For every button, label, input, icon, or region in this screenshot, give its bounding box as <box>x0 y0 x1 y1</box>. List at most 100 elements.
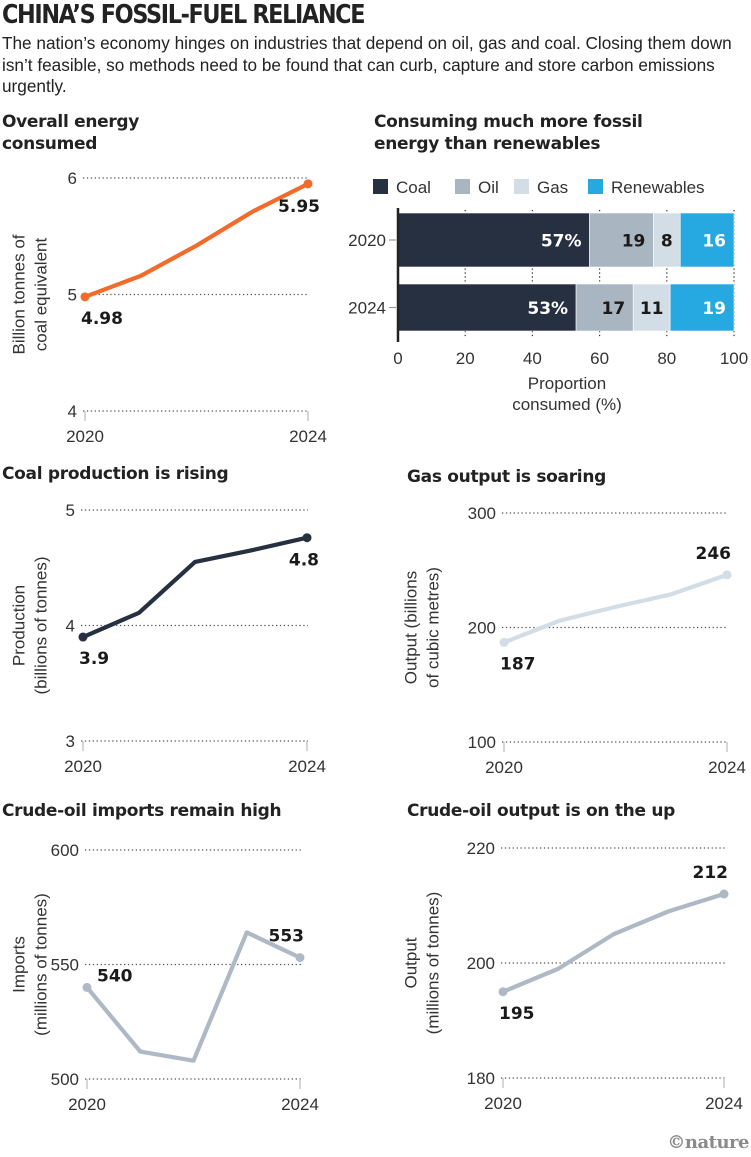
crude-point <box>498 987 508 997</box>
mix-xtick-label: 0 <box>393 349 402 368</box>
gas-xtick-label: 2020 <box>485 758 523 777</box>
imports-ytick-label: 600 <box>51 841 79 860</box>
bar-renewables-2020 <box>679 212 735 268</box>
legend-label-coal: Coal <box>396 178 431 197</box>
imports-xtick-label: 2020 <box>68 1095 106 1114</box>
coal-ytick-label: 5 <box>66 501 75 520</box>
legend-swatch-gas <box>514 179 529 194</box>
coal-ylabel: Production <box>9 585 28 666</box>
crude-xtick-label: 2020 <box>484 1094 522 1113</box>
coal-xtick-label: 2024 <box>288 757 326 776</box>
bar-renewables-2024 <box>669 283 735 332</box>
energy-ytick-label: 4 <box>68 402 77 421</box>
crude-ytick-label: 180 <box>467 1069 495 1088</box>
mix-xtick-label: 100 <box>720 349 748 368</box>
gas-ylabel: of cubic metres) <box>423 567 442 688</box>
mix-chart-title: Consuming much more fossil energy than r… <box>374 112 643 154</box>
imports-chart-title: Crude-oil imports remain high <box>2 801 282 821</box>
bar-value-label: 17 <box>602 299 626 319</box>
energy-xtick-label: 2020 <box>66 427 104 446</box>
crude-series-line <box>500 891 727 994</box>
energy-end-value-label: 5.95 <box>278 197 320 217</box>
imports-xtick-label: 2024 <box>281 1095 319 1114</box>
gas-ytick-label: 100 <box>468 733 496 752</box>
energy-series-line <box>82 181 311 299</box>
imports-start-value-label: 540 <box>97 966 133 986</box>
energy-point <box>80 292 90 302</box>
mix-xtick-label: 40 <box>523 349 542 368</box>
energy-xtick-label: 2024 <box>289 427 327 446</box>
crude-ytick-label: 220 <box>467 839 495 858</box>
crude-point <box>719 889 729 899</box>
gas-start-value-label: 187 <box>500 654 536 674</box>
gas-point <box>499 637 509 647</box>
legend-swatch-coal <box>373 179 388 194</box>
energy-ylabel: Billion tonnes of <box>9 234 28 354</box>
crude-end-value-label: 212 <box>693 863 729 883</box>
crude-ytick-label: 200 <box>467 954 495 973</box>
bar-oil-2024 <box>575 283 634 332</box>
crude-xtick-label: 2024 <box>705 1094 743 1113</box>
mix-ytick-label: 2020 <box>348 231 386 250</box>
bar-value-label: 16 <box>702 232 726 252</box>
page-subtitle: The nation’s economy hinges on industrie… <box>2 33 732 96</box>
coal-ytick-label: 4 <box>66 617 75 636</box>
imports-ylabel: Imports <box>9 936 28 993</box>
imports-ytick-label: 500 <box>51 1070 79 1089</box>
mix-ytick-label: 2024 <box>348 299 386 318</box>
coal-ylabel: (billions of tonnes) <box>31 557 50 695</box>
gas-ytick-label: 200 <box>468 619 496 638</box>
imports-ytick-label: 550 <box>51 956 79 975</box>
imports-point <box>82 982 92 992</box>
legend-swatch-renewables <box>588 179 603 194</box>
legend-label-oil: Oil <box>478 178 499 197</box>
legend-label-renewables: Renewables <box>611 178 705 197</box>
imports-end-value-label: 553 <box>269 927 305 947</box>
bar-value-label: 11 <box>640 299 664 319</box>
bar-value-label: 8 <box>661 232 673 252</box>
coal-point <box>302 533 312 543</box>
mix-xtick-label: 80 <box>657 349 676 368</box>
bar-value-label: 57% <box>541 232 582 252</box>
energy-ytick-label: 5 <box>68 286 77 305</box>
bar-coal-2020 <box>397 212 590 268</box>
bar-value-label: 53% <box>527 299 568 319</box>
bar-oil-2020 <box>589 212 654 268</box>
crude-ylabel: (millions of tonnes) <box>423 892 442 1035</box>
gas-xtick-label: 2024 <box>708 758 746 777</box>
coal-ytick-label: 3 <box>66 732 75 751</box>
mix-xtick-label: 20 <box>456 349 475 368</box>
gas-point <box>722 570 732 580</box>
coal-end-value-label: 4.8 <box>289 551 319 571</box>
energy-ylabel: coal equivalent <box>31 238 50 352</box>
coal-point <box>78 632 88 642</box>
legend-swatch-oil <box>455 179 470 194</box>
page-title: CHINA’S FOSSIL-FUEL RELIANCE <box>2 0 365 30</box>
coal-xtick-label: 2020 <box>64 757 102 776</box>
crude-start-value-label: 195 <box>499 1004 535 1024</box>
gas-chart-title: Gas output is soaring <box>407 467 607 487</box>
energy-ytick-label: 6 <box>68 169 77 188</box>
coal-start-value-label: 3.9 <box>79 649 109 669</box>
coal-chart-title: Coal production is rising <box>2 464 229 484</box>
gas-series-line <box>501 572 730 645</box>
imports-ylabel: (millions of tonnes) <box>31 893 50 1036</box>
gas-ytick-label: 300 <box>468 504 496 523</box>
crude-ylabel: Output <box>401 937 420 988</box>
energy-point <box>303 179 313 189</box>
energy-start-value-label: 4.98 <box>81 309 123 329</box>
imports-point <box>295 953 305 963</box>
nature-credit: ©nature <box>667 1132 749 1153</box>
mix-xtick-label: 60 <box>590 349 609 368</box>
bar-coal-2024 <box>397 283 577 332</box>
bar-value-label: 19 <box>622 232 646 252</box>
energy-chart-title: Overall energy consumed <box>2 112 140 154</box>
coal-series-line <box>80 535 310 640</box>
imports-series-line <box>84 930 303 1063</box>
mix-xlabel: Proportion <box>528 374 606 393</box>
legend-label-gas: Gas <box>537 178 568 197</box>
crude-output-chart-title: Crude-oil output is on the up <box>407 801 676 821</box>
bar-gas-2024 <box>632 283 671 332</box>
bar-value-label: 19 <box>702 299 726 319</box>
